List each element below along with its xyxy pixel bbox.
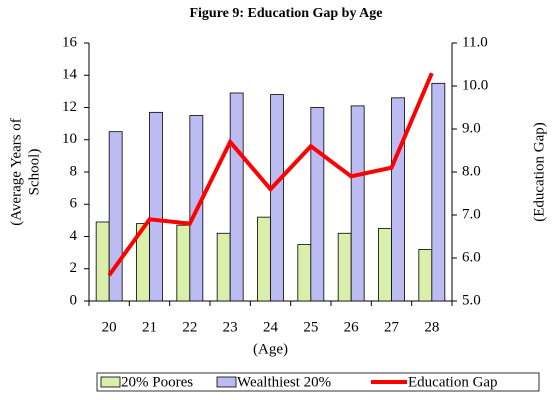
bar: [350, 105, 365, 302]
x-tick-label: 24: [263, 319, 279, 335]
y-tick-label: 8: [70, 163, 78, 179]
y2-tick-label: 10.0: [462, 77, 488, 93]
bar: [149, 111, 163, 302]
y-tick-label: 2: [70, 260, 78, 276]
x-tick-label: 28: [424, 319, 439, 335]
y2-tick-label: 11.0: [462, 34, 488, 50]
y-tick-label: 4: [70, 228, 78, 244]
bar: [391, 97, 405, 302]
chart-title: Figure 9: Education Gap by Age: [189, 6, 382, 21]
x-tick-label: 25: [303, 319, 318, 335]
y-axis-label: (Average Years of: [8, 118, 24, 226]
y-tick-label: 16: [62, 34, 78, 50]
bar: [270, 94, 284, 302]
y-tick-label: 0: [70, 292, 78, 308]
x-tick-label: 27: [384, 319, 400, 335]
legend-label: Education Gap: [408, 374, 498, 390]
bar: [431, 82, 446, 302]
y2-axis-label: (Education Gap): [531, 122, 547, 222]
x-tick-label: 23: [223, 319, 238, 335]
legend-label: Wealthiest 20%: [237, 374, 331, 390]
legend-box: [96, 372, 540, 392]
y-tick-label: 14: [62, 67, 78, 83]
legend-swatch: [100, 376, 121, 388]
legend-swatch: [216, 376, 237, 388]
bar: [297, 244, 312, 302]
bar: [229, 92, 244, 302]
bar: [176, 224, 191, 302]
y-tick-label: 10: [62, 131, 77, 147]
legend-label: 20% Poores: [121, 374, 193, 390]
x-tick-label: 26: [344, 319, 360, 335]
line: [107, 72, 434, 277]
x-axis-label: (Age): [253, 341, 288, 357]
bar: [418, 248, 433, 302]
bar: [257, 216, 271, 302]
y2-tick-label: 7.0: [462, 206, 481, 222]
x-tick-label: 20: [102, 319, 117, 335]
y2-tick-label: 9.0: [462, 120, 481, 136]
y2-tick-label: 8.0: [462, 163, 481, 179]
bar: [337, 232, 352, 302]
x-tick-label: 21: [142, 319, 157, 335]
y2-tick-label: 6.0: [462, 249, 481, 265]
bar: [378, 228, 392, 302]
y-tick-label: 12: [62, 99, 77, 115]
y-tick-label: 6: [70, 196, 78, 212]
x-tick-label: 22: [182, 319, 197, 335]
bar: [310, 107, 325, 302]
y-axis-label: School): [26, 149, 42, 196]
bar: [216, 232, 231, 302]
y2-tick-label: 5.0: [462, 292, 481, 308]
bar: [95, 221, 110, 302]
